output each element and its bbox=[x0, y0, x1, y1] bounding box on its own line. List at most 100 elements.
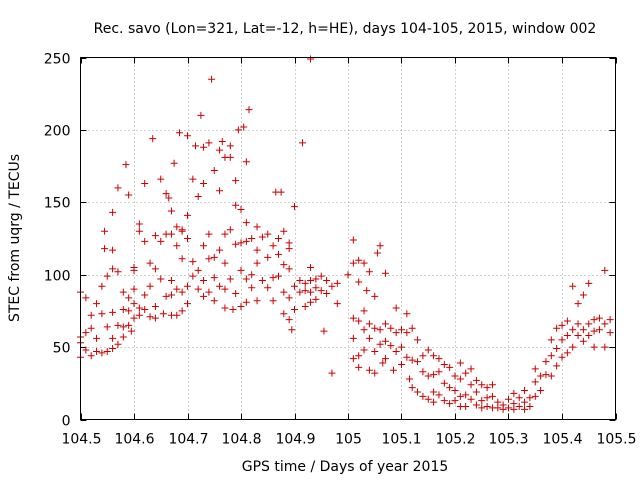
data-point bbox=[569, 344, 576, 351]
x-tick-label: 105.1 bbox=[381, 432, 421, 448]
data-point bbox=[601, 320, 608, 327]
data-point bbox=[596, 315, 603, 322]
data-point bbox=[505, 396, 512, 403]
data-point bbox=[141, 291, 148, 298]
data-point bbox=[398, 344, 405, 351]
data-point bbox=[205, 231, 212, 238]
data-point bbox=[93, 335, 100, 342]
y-tick-label: 0 bbox=[62, 414, 71, 430]
data-point bbox=[243, 219, 250, 226]
data-point bbox=[296, 289, 303, 296]
data-point bbox=[489, 393, 496, 400]
data-point bbox=[468, 381, 475, 388]
data-point bbox=[243, 276, 250, 283]
data-point bbox=[286, 245, 293, 252]
data-point bbox=[350, 236, 357, 243]
data-point bbox=[345, 271, 352, 278]
data-point bbox=[457, 393, 464, 400]
data-point bbox=[270, 274, 277, 281]
data-point bbox=[542, 358, 549, 365]
data-point bbox=[607, 329, 614, 336]
data-point bbox=[232, 241, 239, 248]
data-point bbox=[173, 312, 180, 319]
data-point bbox=[227, 154, 234, 161]
data-point bbox=[382, 270, 389, 277]
data-point bbox=[173, 242, 180, 249]
data-point bbox=[200, 180, 207, 187]
data-point bbox=[168, 231, 175, 238]
data-point bbox=[564, 349, 571, 356]
data-point bbox=[371, 293, 378, 300]
data-point bbox=[377, 326, 384, 333]
data-point bbox=[553, 345, 560, 352]
data-point bbox=[591, 316, 598, 323]
data-point bbox=[548, 352, 555, 359]
data-point bbox=[270, 242, 277, 249]
data-point bbox=[221, 260, 228, 267]
data-point bbox=[264, 284, 271, 291]
data-point bbox=[484, 403, 491, 410]
data-point bbox=[211, 167, 218, 174]
data-point bbox=[323, 277, 330, 284]
data-point bbox=[82, 294, 89, 301]
data-point bbox=[216, 147, 223, 154]
data-point bbox=[179, 228, 186, 235]
data-point bbox=[374, 249, 381, 256]
data-point bbox=[462, 391, 469, 398]
data-point bbox=[286, 294, 293, 301]
data-point bbox=[246, 106, 253, 113]
data-point bbox=[141, 238, 148, 245]
data-point bbox=[152, 232, 159, 239]
data-point bbox=[264, 254, 271, 261]
data-point bbox=[275, 235, 282, 242]
data-point bbox=[168, 291, 175, 298]
data-point bbox=[377, 242, 384, 249]
data-point bbox=[163, 293, 170, 300]
x-tick-label: 104.7 bbox=[168, 432, 208, 448]
data-point bbox=[216, 187, 223, 194]
data-point bbox=[559, 336, 566, 343]
data-point bbox=[473, 377, 480, 384]
x-tick-label: 104.9 bbox=[275, 432, 315, 448]
data-point bbox=[548, 336, 555, 343]
data-point bbox=[88, 325, 95, 332]
data-point bbox=[425, 373, 432, 380]
x-tick-label: 105.5 bbox=[596, 432, 636, 448]
data-point bbox=[521, 399, 528, 406]
data-point bbox=[291, 283, 298, 290]
data-point bbox=[468, 396, 475, 403]
data-point bbox=[510, 390, 517, 397]
data-point bbox=[532, 393, 539, 400]
data-point bbox=[278, 189, 285, 196]
data-point bbox=[232, 290, 239, 297]
data-point bbox=[371, 325, 378, 332]
data-point bbox=[409, 384, 416, 391]
data-point bbox=[403, 310, 410, 317]
data-point bbox=[320, 328, 327, 335]
data-point bbox=[307, 264, 314, 271]
data-point bbox=[500, 406, 507, 413]
data-point bbox=[457, 360, 464, 367]
data-point bbox=[211, 254, 218, 261]
stec-scatter-chart: 104.5 104.6 104.7 104.8 104.9 105 105.1 105.2 10… bbox=[0, 0, 640, 480]
data-point bbox=[569, 283, 576, 290]
data-point bbox=[382, 320, 389, 327]
data-point bbox=[152, 303, 159, 310]
data-point bbox=[601, 344, 608, 351]
data-point bbox=[114, 341, 121, 348]
data-point bbox=[521, 387, 528, 394]
data-point bbox=[221, 231, 228, 238]
data-point bbox=[93, 300, 100, 307]
data-point bbox=[270, 297, 277, 304]
x-tick-label: 105.3 bbox=[488, 432, 528, 448]
data-point bbox=[136, 221, 143, 228]
y-tick-label: 50 bbox=[53, 341, 71, 357]
data-point bbox=[596, 326, 603, 333]
data-point bbox=[398, 361, 405, 368]
data-point bbox=[197, 112, 204, 119]
x-tick-label: 105.4 bbox=[542, 432, 582, 448]
data-point bbox=[585, 332, 592, 339]
data-point bbox=[414, 336, 421, 343]
data-point bbox=[580, 291, 587, 298]
data-point bbox=[537, 387, 544, 394]
